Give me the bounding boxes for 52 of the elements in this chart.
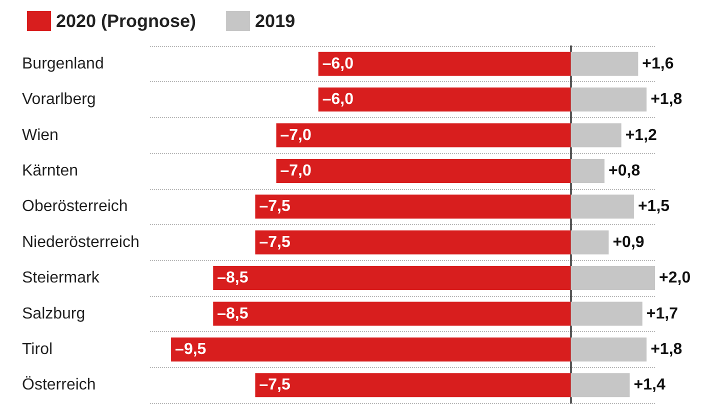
- y-tick-label: Oberösterreich: [22, 198, 128, 216]
- bar: [570, 337, 647, 362]
- bar: [570, 373, 630, 398]
- y-tick-label: Tirol: [22, 340, 53, 358]
- bar: [570, 302, 642, 326]
- data-label: –7,5: [259, 198, 290, 216]
- y-tick-label: Österreich: [22, 376, 96, 394]
- data-label: –8,5: [217, 305, 248, 322]
- bar: [318, 88, 571, 112]
- data-label: +1,4: [634, 376, 666, 394]
- bar: [570, 123, 622, 148]
- data-label: –8,5: [217, 270, 248, 287]
- y-tick-label: Steiermark: [22, 270, 100, 287]
- bar: [570, 52, 638, 76]
- y-tick-label: Salzburg: [22, 305, 86, 322]
- data-label: +1,5: [638, 198, 670, 216]
- bar: [171, 337, 571, 362]
- data-label: +0,9: [612, 234, 644, 251]
- data-label: +2,0: [659, 270, 691, 287]
- bar: [255, 373, 571, 398]
- data-label: –7,0: [280, 126, 312, 144]
- bar: [570, 194, 634, 219]
- legend-label: 2020 (Prognose): [56, 11, 196, 31]
- y-tick-label: Kärnten: [22, 162, 78, 180]
- bar: [570, 266, 655, 290]
- y-tick-label: Vorarlberg: [22, 91, 96, 108]
- bar: [213, 266, 571, 290]
- data-label: –7,0: [280, 162, 312, 180]
- bar: [255, 194, 571, 219]
- data-label: +1,8: [650, 340, 682, 358]
- bar: [276, 123, 571, 148]
- data-label: +1,8: [650, 91, 682, 108]
- bar: [276, 158, 571, 183]
- bar: [213, 302, 571, 326]
- data-label: –6,0: [322, 55, 354, 72]
- bar: [318, 52, 571, 76]
- data-label: –7,5: [259, 376, 290, 394]
- data-label: +1,6: [642, 55, 674, 72]
- data-label: –9,5: [175, 340, 206, 358]
- legend-label: 2019: [255, 11, 296, 31]
- y-tick-label: Burgenland: [22, 55, 104, 72]
- bar: [255, 230, 571, 254]
- data-label: +1,2: [625, 126, 658, 144]
- bar: [570, 88, 647, 112]
- y-tick-label: Wien: [22, 126, 58, 144]
- bar: [570, 230, 609, 254]
- y-tick-label: Niederösterreich: [22, 234, 140, 251]
- data-label: –7,5: [259, 234, 290, 251]
- data-label: +0,8: [608, 162, 640, 180]
- data-label: –6,0: [322, 91, 354, 108]
- data-label: +1,7: [646, 305, 678, 322]
- bar: [570, 158, 604, 183]
